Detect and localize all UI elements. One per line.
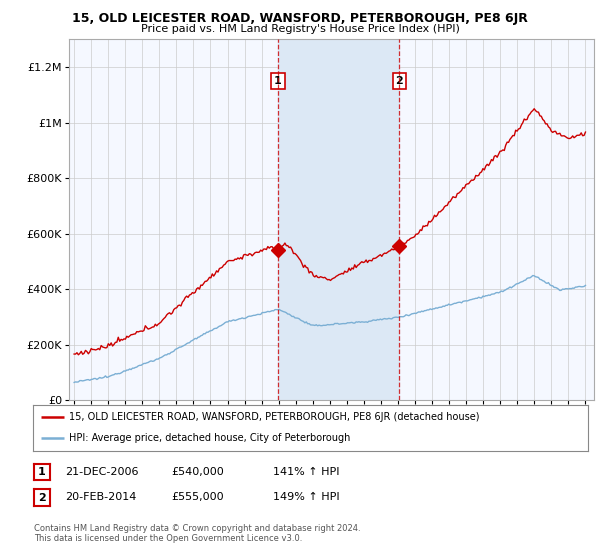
Text: Price paid vs. HM Land Registry's House Price Index (HPI): Price paid vs. HM Land Registry's House …: [140, 24, 460, 34]
Text: 20-FEB-2014: 20-FEB-2014: [65, 492, 136, 502]
Text: 1: 1: [274, 76, 282, 86]
Text: £555,000: £555,000: [171, 492, 224, 502]
Text: 15, OLD LEICESTER ROAD, WANSFORD, PETERBOROUGH, PE8 6JR (detached house): 15, OLD LEICESTER ROAD, WANSFORD, PETERB…: [69, 412, 479, 422]
Text: 149% ↑ HPI: 149% ↑ HPI: [273, 492, 340, 502]
Text: This data is licensed under the Open Government Licence v3.0.: This data is licensed under the Open Gov…: [34, 534, 302, 543]
Text: 21-DEC-2006: 21-DEC-2006: [65, 466, 139, 477]
Text: Contains HM Land Registry data © Crown copyright and database right 2024.: Contains HM Land Registry data © Crown c…: [34, 524, 360, 533]
Text: 1: 1: [38, 467, 46, 477]
Text: 141% ↑ HPI: 141% ↑ HPI: [273, 466, 340, 477]
Bar: [278, 39, 400, 400]
Text: 2: 2: [395, 76, 403, 86]
Text: £540,000: £540,000: [171, 466, 224, 477]
Text: HPI: Average price, detached house, City of Peterborough: HPI: Average price, detached house, City…: [69, 433, 350, 444]
Text: 15, OLD LEICESTER ROAD, WANSFORD, PETERBOROUGH, PE8 6JR: 15, OLD LEICESTER ROAD, WANSFORD, PETERB…: [72, 12, 528, 25]
Text: 2: 2: [38, 493, 46, 503]
